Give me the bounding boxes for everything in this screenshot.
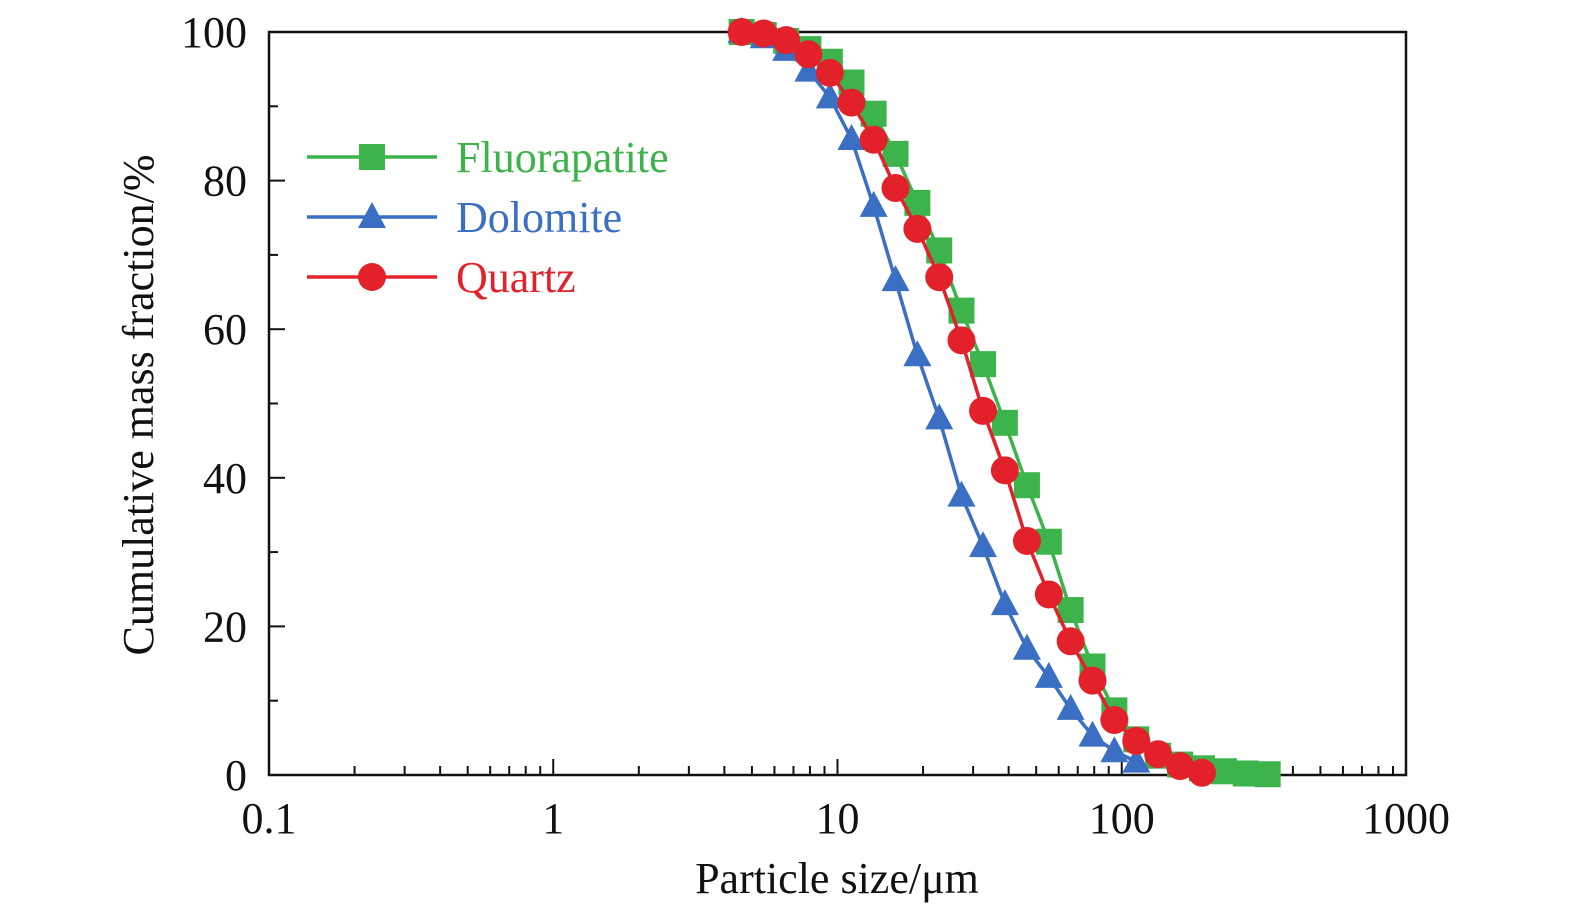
- data-point-quartz: [794, 40, 823, 69]
- data-point-quartz: [749, 19, 778, 48]
- data-point-quartz: [837, 88, 866, 117]
- data-point-dolomite: [903, 340, 932, 367]
- legend-marker-quartz: [358, 263, 386, 291]
- series-dolomite: [727, 17, 1151, 773]
- data-point-quartz: [1078, 666, 1107, 695]
- data-point-quartz: [727, 18, 756, 46]
- legend: Fluorapatite Dolomite Quartz: [307, 133, 669, 302]
- data-point-dolomite: [990, 589, 1019, 616]
- legend-label-fluorapatite: Fluorapatite: [456, 133, 669, 182]
- legend-item-quartz: Quartz: [307, 253, 576, 302]
- data-point-dolomite: [925, 403, 954, 430]
- data-point-dolomite: [1056, 693, 1085, 720]
- data-point-dolomite: [881, 265, 910, 292]
- legend-label-dolomite: Dolomite: [456, 193, 622, 242]
- x-axis-label: Particle size/μm: [695, 854, 979, 903]
- y-tick-label: 60: [203, 305, 247, 354]
- data-point-fluorapatite: [1254, 761, 1281, 788]
- x-tick-label: 100: [1089, 794, 1155, 843]
- x-tick-label: 10: [816, 794, 860, 843]
- data-point-quartz: [881, 174, 910, 203]
- data-point-quartz: [1100, 706, 1129, 735]
- series-line-fluorapatite: [741, 30, 1268, 777]
- y-tick-label: 20: [203, 602, 247, 651]
- x-tick-label: 1000: [1362, 794, 1450, 843]
- x-tick-label: 0.1: [242, 794, 297, 843]
- data-point-quartz: [1166, 752, 1195, 781]
- data-point-quartz: [1034, 580, 1063, 609]
- data-point-quartz: [947, 326, 976, 355]
- series-fluorapatite: [728, 19, 1281, 788]
- data-point-quartz: [903, 214, 932, 243]
- tick-labels: 0.1 1 10 100 1000 0 20 40 60 80 100: [181, 8, 1450, 843]
- data-point-dolomite: [1034, 661, 1063, 688]
- data-point-dolomite: [1078, 720, 1107, 747]
- data-point-dolomite: [969, 531, 998, 558]
- data-point-dolomite: [815, 82, 844, 109]
- data-point-quartz: [990, 456, 1019, 485]
- data-point-quartz: [925, 263, 954, 292]
- data-point-dolomite: [794, 55, 823, 82]
- data-point-dolomite: [947, 480, 976, 507]
- data-point-fluorapatite: [882, 140, 909, 167]
- plot-area-border: [267, 30, 1408, 777]
- data-series: [727, 17, 1281, 788]
- data-point-dolomite: [1122, 746, 1151, 773]
- data-point-dolomite: [859, 190, 888, 217]
- data-point-quartz: [1056, 627, 1085, 656]
- data-point-quartz: [772, 26, 801, 55]
- legend-marker-fluorapatite: [359, 144, 385, 170]
- data-point-quartz: [1187, 758, 1216, 787]
- legend-marker-dolomite: [358, 202, 386, 228]
- data-point-quartz: [1144, 740, 1173, 769]
- y-axis-label: Cumulative mass fraction/%: [114, 155, 163, 656]
- data-point-dolomite: [837, 123, 866, 150]
- data-point-dolomite: [1012, 633, 1041, 660]
- data-point-fluorapatite: [1013, 472, 1040, 499]
- data-point-quartz: [815, 58, 844, 87]
- legend-label-quartz: Quartz: [456, 253, 576, 302]
- data-point-fluorapatite: [970, 351, 997, 378]
- plot-frame: [267, 30, 1408, 777]
- y-tick-label: 0: [225, 751, 247, 800]
- data-point-quartz: [1122, 726, 1151, 755]
- x-tick-label: 1: [542, 794, 564, 843]
- data-point-dolomite: [1100, 736, 1129, 763]
- series-line-quartz: [741, 30, 1203, 775]
- legend-item-fluorapatite: Fluorapatite: [307, 133, 669, 182]
- y-tick-label: 40: [203, 454, 247, 503]
- data-point-quartz: [969, 396, 998, 425]
- axis-ticks: [268, 31, 1407, 776]
- data-point-quartz: [1012, 526, 1041, 555]
- data-point-quartz: [859, 125, 888, 154]
- y-tick-label: 80: [203, 157, 247, 206]
- series-quartz: [727, 18, 1216, 787]
- y-tick-label: 100: [181, 8, 247, 57]
- data-point-fluorapatite: [1232, 760, 1259, 787]
- legend-item-dolomite: Dolomite: [307, 193, 622, 242]
